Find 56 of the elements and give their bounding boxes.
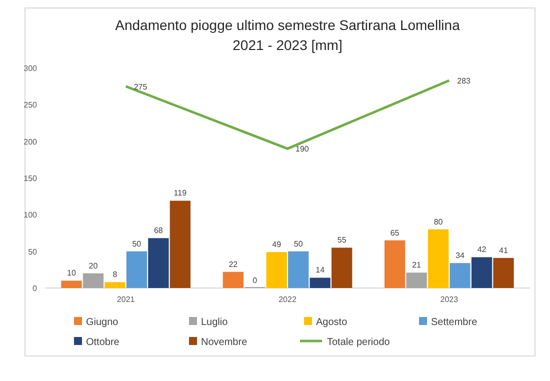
y-tick-label: 0 xyxy=(32,284,38,293)
data-label: 14 xyxy=(316,266,326,275)
data-label: 8 xyxy=(112,270,118,280)
x-tick-label: 2022 xyxy=(278,295,297,304)
bar xyxy=(406,272,427,288)
data-label: 55 xyxy=(337,236,347,245)
legend-label: Novembre xyxy=(201,337,248,348)
bar xyxy=(148,238,169,288)
bar xyxy=(310,278,330,288)
y-tick-label: 250 xyxy=(24,100,38,110)
data-label: 34 xyxy=(456,251,466,260)
bar xyxy=(222,272,244,288)
data-label: 42 xyxy=(477,245,487,254)
bar xyxy=(266,252,287,288)
legend-label: Ottobre xyxy=(86,337,120,348)
y-tick-label: 300 xyxy=(24,64,38,73)
bar xyxy=(104,282,126,288)
data-label: 65 xyxy=(390,228,400,238)
data-label: 41 xyxy=(499,246,509,255)
bar xyxy=(384,240,406,288)
data-label: 21 xyxy=(412,260,422,270)
y-tick-label: 150 xyxy=(24,174,38,183)
bar xyxy=(61,280,82,288)
bar xyxy=(170,200,190,288)
data-label: 20 xyxy=(88,261,98,270)
data-label: 190 xyxy=(296,144,310,154)
data-label: 68 xyxy=(154,226,164,236)
data-label: 119 xyxy=(174,188,188,198)
data-label: 80 xyxy=(434,217,444,226)
bar xyxy=(288,251,309,288)
x-tick-label: 2023 xyxy=(440,295,459,304)
x-tick-label: 2021 xyxy=(116,295,136,304)
bar xyxy=(493,258,514,288)
y-tick-label: 100 xyxy=(24,210,38,220)
data-label: 0 xyxy=(252,276,258,285)
legend-label: Settembre xyxy=(431,317,478,328)
legend-label: Agosto xyxy=(316,317,348,328)
data-label: 283 xyxy=(457,76,472,86)
legend-label: Giugno xyxy=(86,317,119,328)
y-tick-label: 200 xyxy=(24,137,38,146)
chart-title: Andamento piogge ultimo semestre Sartirana Lomellina 2021 - 2023 [mm] xyxy=(115,17,460,53)
data-label: 50 xyxy=(294,239,304,248)
bar xyxy=(428,229,449,288)
legend-label: Luglio xyxy=(201,317,228,328)
data-label: 49 xyxy=(272,240,282,250)
data-label: 50 xyxy=(132,239,142,248)
data-label: 275 xyxy=(134,82,148,92)
bar xyxy=(450,263,470,288)
data-label: 10 xyxy=(67,268,76,278)
bar xyxy=(332,248,352,288)
legend-label: Totale periodo xyxy=(327,337,390,348)
data-label: 22 xyxy=(228,260,238,269)
bar xyxy=(82,273,104,288)
bar xyxy=(126,251,148,288)
y-tick-label: 50 xyxy=(28,247,38,256)
bar xyxy=(471,257,492,288)
